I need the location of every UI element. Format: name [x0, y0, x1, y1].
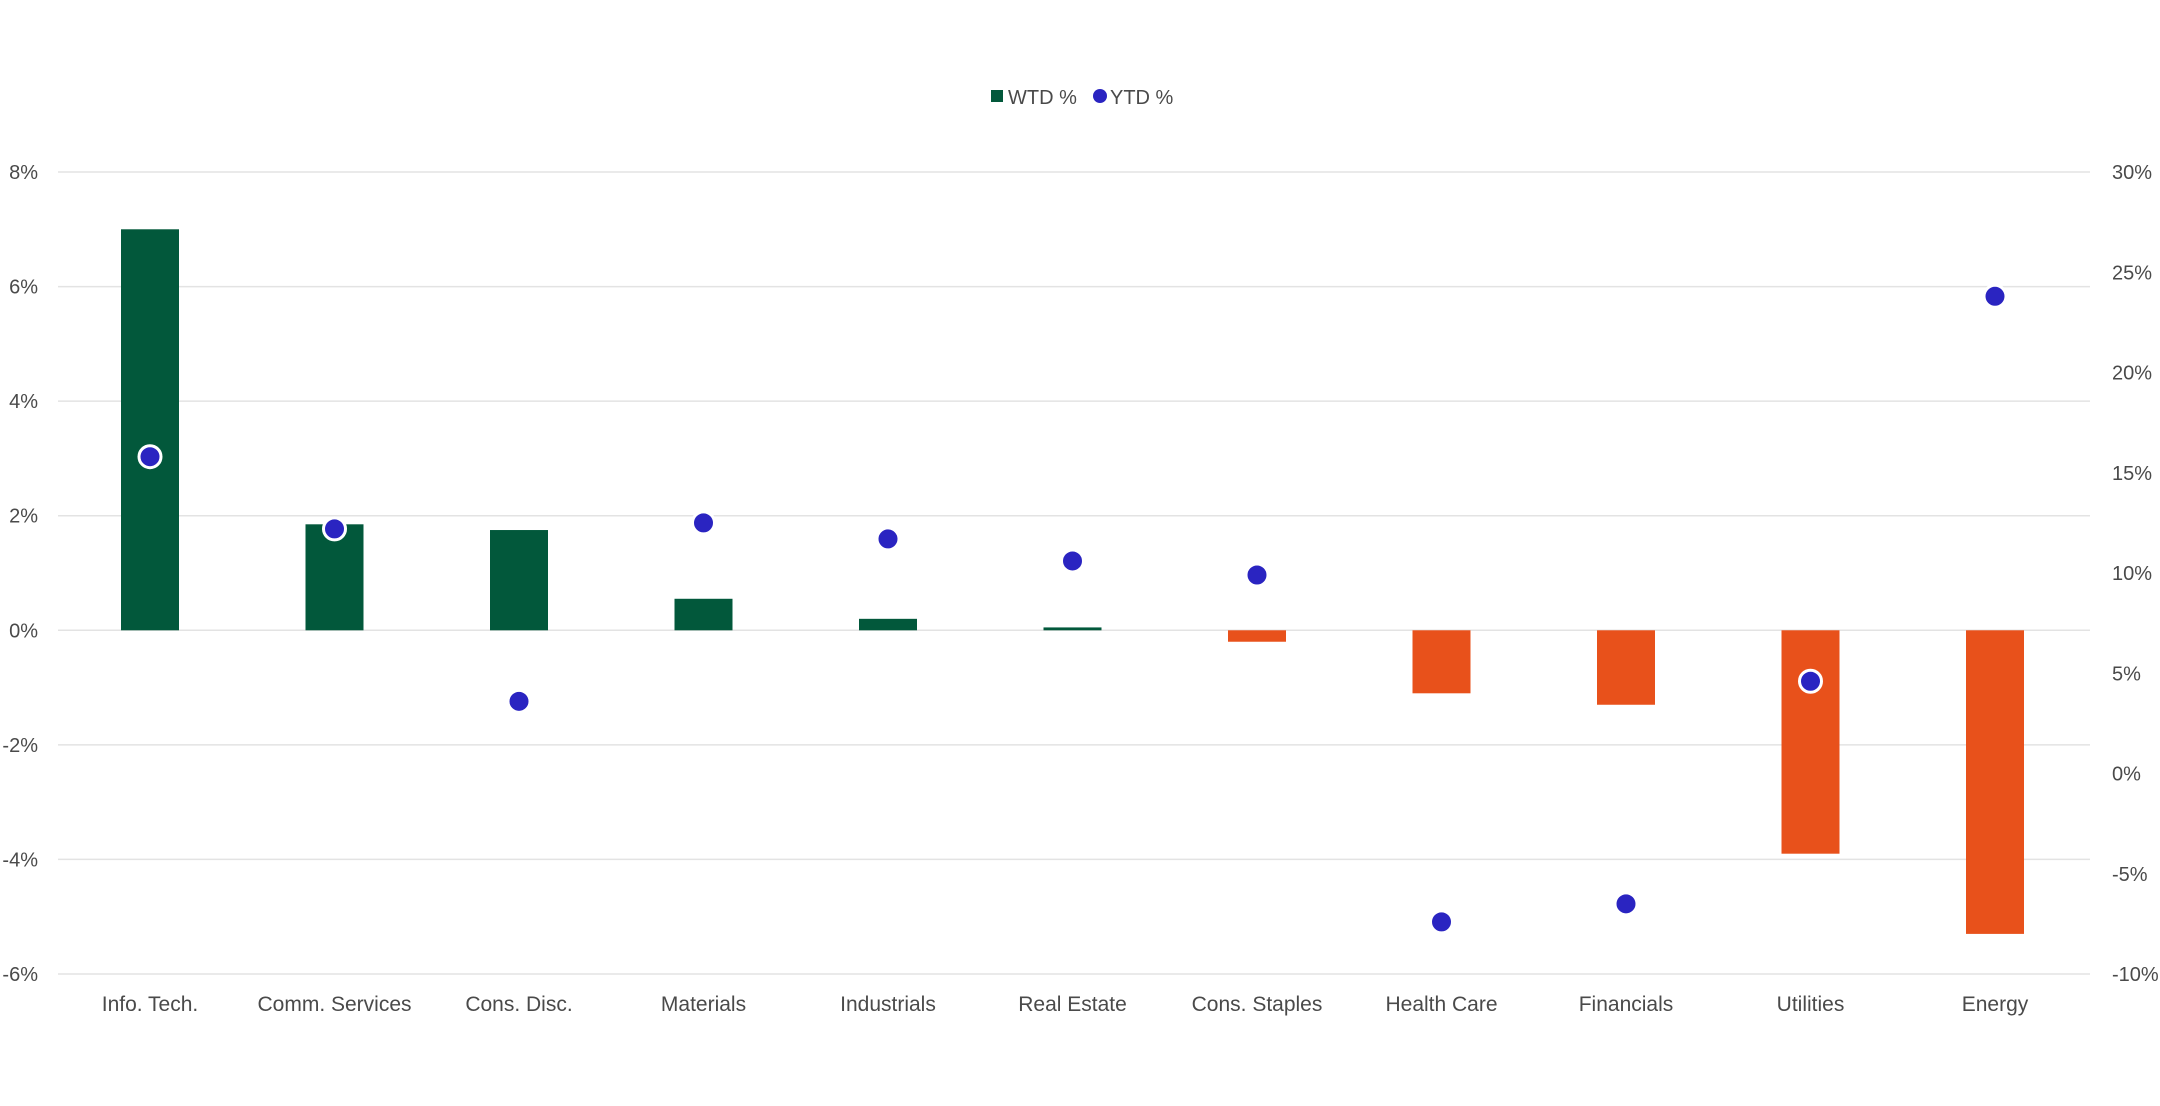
wtd-bar [1043, 627, 1102, 631]
wtd-bar [305, 524, 364, 631]
category-label: Utilities [1777, 993, 1845, 1016]
ytd-dot [322, 516, 347, 542]
left-tick-label: 2% [9, 506, 38, 528]
category-label: Health Care [1385, 993, 1497, 1016]
category-label: Financials [1579, 993, 1674, 1016]
category-label: Cons. Staples [1192, 993, 1323, 1016]
right-y-axis: 30% 25% 20% 15% 10% 5% 0% -5% -10% [2112, 162, 2159, 986]
left-tick-label: 0% [9, 620, 38, 642]
right-tick-label: 5% [2112, 663, 2141, 685]
category-label: Info. Tech. [102, 993, 199, 1016]
right-tick-label: 25% [2112, 262, 2152, 284]
right-tick-label: 30% [2112, 162, 2152, 184]
right-tick-label: 15% [2112, 463, 2152, 485]
category-label: Comm. Services [257, 993, 411, 1016]
ytd-dot [691, 510, 716, 536]
category-label: Real Estate [1018, 993, 1127, 1016]
ytd-dots [137, 283, 2008, 935]
ytd-dot [506, 688, 532, 714]
wtd-bars [121, 229, 2024, 934]
right-tick-label: 0% [2112, 764, 2141, 786]
ytd-dot [1798, 668, 1823, 694]
category-label: Energy [1962, 993, 2029, 1016]
left-tick-label: 6% [9, 277, 38, 299]
left-tick-label: -4% [2, 849, 38, 871]
right-tick-label: 20% [2112, 363, 2152, 385]
left-y-axis: 8% 6% 4% 2% 0% -2% -4% -6% [2, 162, 38, 986]
category-label: Industrials [840, 993, 936, 1016]
right-tick-label: -5% [2112, 864, 2148, 886]
left-tick-label: 4% [9, 391, 38, 413]
ytd-dot [1613, 891, 1639, 917]
wtd-bar [859, 618, 917, 631]
category-labels: Info. Tech. Comm. Services Cons. Disc. Mate… [102, 993, 2029, 1016]
category-label: Cons. Disc. [465, 993, 572, 1016]
ytd-dot [1429, 909, 1454, 935]
ytd-dot [1060, 548, 1085, 574]
wtd-bar [490, 530, 548, 631]
legend: WTD % YTD % [991, 87, 1174, 109]
ytd-dot [1982, 283, 2008, 309]
wtd-bar [674, 598, 733, 631]
category-label: Materials [661, 993, 746, 1016]
wtd-bar [1781, 630, 1840, 854]
right-tick-label: -10% [2112, 964, 2159, 986]
ytd-dot [875, 526, 901, 552]
ytd-dot [1244, 562, 1270, 588]
wtd-bar [1597, 630, 1655, 705]
legend-wtd-label: WTD % [1008, 87, 1077, 109]
left-tick-label: -2% [2, 735, 38, 757]
legend-ytd-swatch [1093, 89, 1107, 103]
wtd-bar [1966, 630, 2024, 934]
legend-ytd-label: YTD % [1110, 87, 1174, 109]
left-tick-label: 8% [9, 162, 38, 184]
legend-wtd-swatch [991, 90, 1003, 102]
wtd-bar [121, 229, 179, 631]
wtd-bar [1412, 630, 1471, 694]
right-tick-label: 10% [2112, 563, 2152, 585]
left-tick-label: -6% [2, 964, 38, 986]
wtd-bar [1228, 630, 1286, 642]
ytd-dot [137, 444, 163, 470]
